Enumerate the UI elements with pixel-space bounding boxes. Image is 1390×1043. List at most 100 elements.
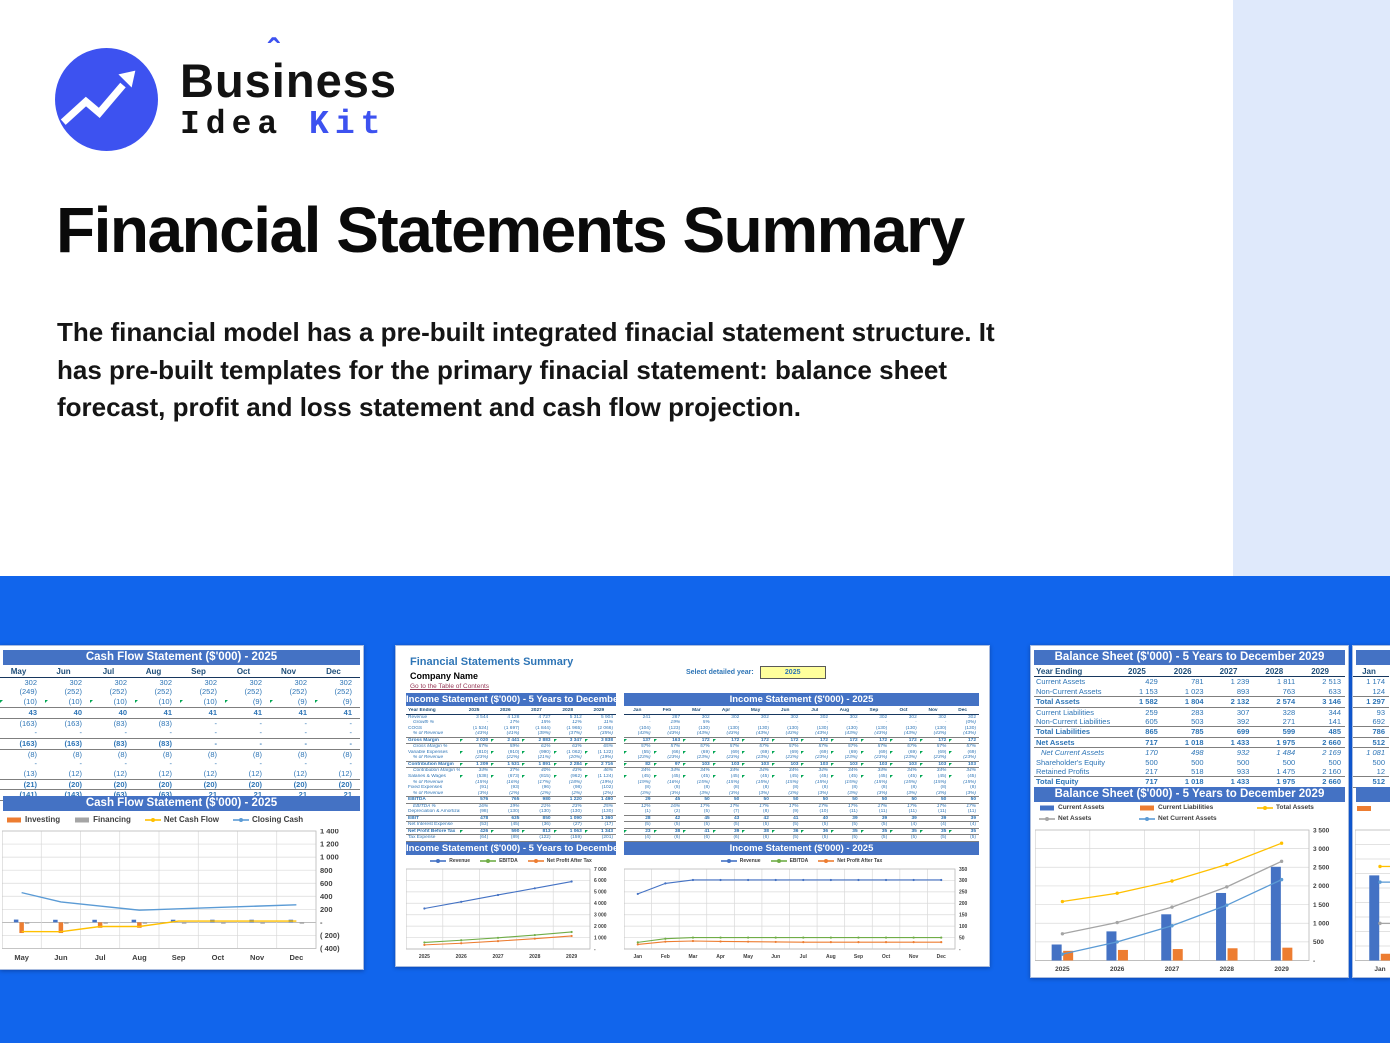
logo-line1: Busi ˆ ness bbox=[180, 32, 397, 107]
cell: 57% bbox=[936, 744, 947, 750]
table-row: 512 bbox=[1353, 736, 1389, 749]
cell: (3%) bbox=[670, 790, 681, 796]
svg-text:-: - bbox=[1313, 958, 1315, 965]
cell: 19% bbox=[509, 803, 520, 809]
cell: (130) bbox=[816, 725, 829, 731]
column-header-row: Year Ending 2025 2026 2027 2028 2029 bbox=[406, 708, 616, 715]
cell: 103 bbox=[742, 760, 772, 769]
cell: 605 bbox=[1145, 717, 1158, 727]
cell: (23%) bbox=[667, 755, 681, 761]
legend-item: Financing bbox=[74, 815, 131, 824]
legend-item: Total Assets bbox=[1257, 804, 1345, 811]
cell: 57% bbox=[818, 744, 829, 750]
svg-text:Dec: Dec bbox=[289, 953, 303, 962]
cell: (990) bbox=[522, 750, 553, 756]
cell: 41 bbox=[270, 706, 315, 719]
cell: 302 bbox=[820, 714, 829, 720]
table-row: Current Liabilities 259 283 307 328 344 bbox=[1034, 707, 1345, 717]
cell: 43 bbox=[712, 814, 743, 823]
cell: 57% bbox=[670, 744, 681, 750]
table-row: 786 bbox=[1353, 726, 1389, 738]
cell: - bbox=[767, 720, 769, 726]
svg-text:2028: 2028 bbox=[1220, 966, 1235, 973]
cell: (43%) bbox=[785, 731, 799, 737]
cell: (8) bbox=[207, 749, 217, 759]
cell: 21% bbox=[540, 803, 551, 809]
cell: 765 bbox=[491, 796, 523, 804]
cell: - bbox=[944, 720, 947, 726]
cell: (11) bbox=[849, 809, 858, 815]
cell: (4) bbox=[644, 835, 651, 841]
cell: 35 bbox=[890, 827, 920, 836]
cell: 40% bbox=[540, 768, 551, 774]
cell: 1 018 bbox=[1161, 736, 1208, 749]
svg-text:Dec: Dec bbox=[937, 954, 946, 960]
cell: (201) bbox=[601, 835, 613, 841]
cell: 34% bbox=[478, 768, 489, 774]
svg-text:1 000: 1 000 bbox=[1313, 920, 1330, 927]
cell: 717 bbox=[1116, 736, 1162, 749]
svg-text:3 000: 3 000 bbox=[1313, 846, 1330, 853]
cell: 1 433 bbox=[1207, 736, 1254, 749]
cell: 50 bbox=[860, 796, 891, 804]
cell: (45) bbox=[801, 774, 831, 780]
cell: 512 bbox=[1353, 736, 1389, 749]
cell: (5) bbox=[851, 822, 858, 828]
cell: 1 811 bbox=[1276, 677, 1296, 687]
cell: (130) bbox=[539, 809, 551, 815]
cell: (35%) bbox=[600, 731, 613, 737]
cell: (20) bbox=[135, 778, 180, 791]
table-row: 1 081 bbox=[1353, 748, 1389, 758]
cell: (8) bbox=[910, 785, 917, 791]
cell: 42 bbox=[653, 814, 684, 823]
cell: (37%) bbox=[568, 731, 582, 737]
cell: 302 bbox=[879, 714, 888, 720]
cell: 11% bbox=[603, 720, 613, 726]
cell: (3%) bbox=[640, 790, 651, 796]
table-row: (45) (45) (45) (45) (45) (45) (45) (45) (45) (45)… bbox=[624, 774, 979, 780]
cell: (69) bbox=[890, 750, 920, 756]
cell: (815) bbox=[522, 774, 553, 780]
cell: 17% bbox=[788, 803, 799, 809]
cell: (5) bbox=[733, 822, 740, 828]
cell: 392 bbox=[1236, 717, 1250, 727]
cell: (15%) bbox=[903, 779, 917, 785]
cell: 500 bbox=[1145, 757, 1158, 767]
column-header-row: Year Ending 2025 2026 2027 2028 2029 bbox=[1034, 667, 1345, 678]
table-row: (163) (163) (83) (83) - - - - bbox=[0, 737, 360, 750]
cell: (15%) bbox=[933, 779, 947, 785]
cell: (1 122) bbox=[584, 750, 616, 756]
cell: (123) bbox=[668, 725, 681, 731]
logo: Busi ˆ ness Idea Kit bbox=[55, 32, 397, 151]
cell: (20) bbox=[225, 778, 270, 791]
cell: 599 bbox=[1253, 726, 1300, 738]
cell: 23% bbox=[572, 803, 582, 809]
cell: - bbox=[79, 759, 83, 769]
table-row: (104) (123) (130) (130) (130) (130) (130) (130)… bbox=[624, 726, 979, 732]
cell: 1 018 bbox=[1161, 776, 1208, 788]
cell: 12 bbox=[1376, 767, 1385, 777]
table-of-contents-link[interactable]: Go to the Table of Contents bbox=[410, 683, 490, 690]
table-row: % of Revenue (3%) (2%) (2%) (2%) (2%) bbox=[406, 791, 616, 797]
table-row: 28 42 45 43 42 41 40 39 39 39 39 39 bbox=[624, 814, 979, 823]
cell: (15%) bbox=[756, 779, 769, 785]
svg-text:Jun: Jun bbox=[54, 953, 68, 962]
cell: 1 490 bbox=[584, 796, 616, 804]
legend-item: EBITDA bbox=[770, 858, 808, 864]
svg-text:Jul: Jul bbox=[800, 954, 808, 960]
cell: (12) bbox=[338, 769, 352, 779]
table-row: -------- bbox=[0, 728, 360, 738]
select-year-input[interactable]: 2025 bbox=[759, 666, 826, 679]
balance-chart: 3 500 3 000 2 500 2 000 1 500 1 000 500 - 2025 20… bbox=[1035, 828, 1345, 973]
table-row: 241 287 302 302 302 302 302 302 302 302 302 302 bbox=[624, 714, 979, 720]
cell: 307 bbox=[1236, 707, 1250, 717]
cashflow-table: May Jun Jul Aug Sep Oct Nov Dec 302 302 302 302 302 3… bbox=[0, 667, 360, 811]
cell: 17% bbox=[729, 803, 740, 809]
table-row: % of Revenue (15%) (16%) (17%) (18%) (19%) bbox=[406, 780, 616, 786]
svg-text:Jan: Jan bbox=[633, 954, 642, 960]
cell: (23%) bbox=[637, 755, 651, 761]
cell: 61% bbox=[540, 744, 551, 750]
logo-text: Busi ˆ ness Idea Kit bbox=[180, 32, 397, 144]
cell: (21%) bbox=[537, 755, 551, 761]
cell: 3 544 bbox=[476, 714, 489, 720]
